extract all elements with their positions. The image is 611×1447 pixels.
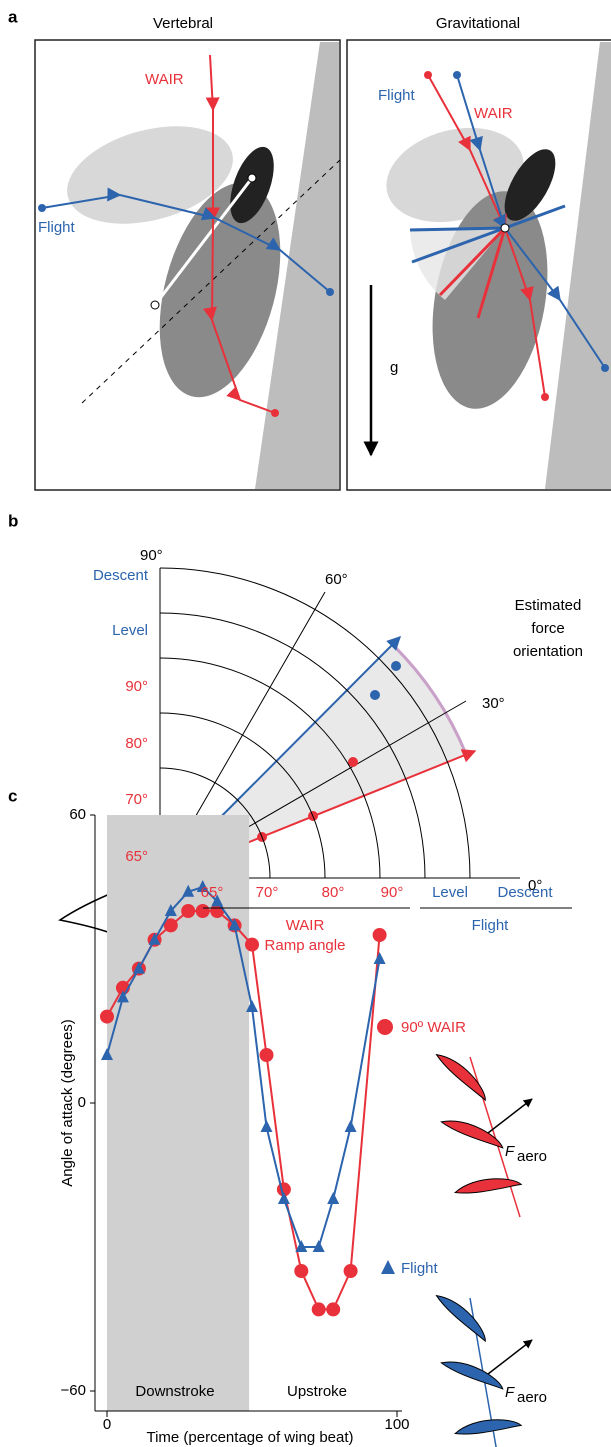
angle-label: 30° xyxy=(482,695,505,712)
marker xyxy=(245,938,259,952)
force-label: F xyxy=(505,1384,515,1401)
gravity-label: g xyxy=(390,359,398,376)
airfoil xyxy=(439,1360,506,1389)
note-line: force xyxy=(531,620,564,637)
marker xyxy=(261,1120,273,1132)
legend-marker xyxy=(381,1260,395,1274)
force-arrow xyxy=(488,1099,532,1133)
ring-label: Descent xyxy=(497,884,553,901)
angle-label: 0° xyxy=(528,877,542,894)
airfoil xyxy=(429,1052,494,1100)
ring-label: 90° xyxy=(125,678,148,695)
force-label-sub: aero xyxy=(517,1148,547,1165)
ring-label: 80° xyxy=(322,884,345,901)
panel-label: c xyxy=(8,786,17,805)
marker xyxy=(100,1010,114,1024)
ring-label: 80° xyxy=(125,735,148,752)
ring-label: 70° xyxy=(256,884,279,901)
annotation: Downstroke xyxy=(135,1383,214,1400)
panel-title: Gravitational xyxy=(436,15,520,32)
flight-label: Flight xyxy=(378,87,416,104)
marker xyxy=(373,928,387,942)
marker xyxy=(294,1264,308,1278)
y-tick-label: 0 xyxy=(78,1094,86,1111)
ring-label: 90° xyxy=(381,884,404,901)
flight-label: Flight xyxy=(472,917,510,934)
y-axis-label: Angle of attack (degrees) xyxy=(59,1019,76,1187)
page: { "panel_a": { "label": "a", "titles": [… xyxy=(0,0,611,1447)
marker xyxy=(326,1302,340,1316)
marker xyxy=(196,904,210,918)
marker xyxy=(181,904,195,918)
photo-left xyxy=(35,40,340,490)
wair-label: WAIR xyxy=(286,917,325,934)
marker xyxy=(327,1192,339,1204)
ring-label: Level xyxy=(112,622,148,639)
note-line: orientation xyxy=(513,643,583,660)
flight-label: Flight xyxy=(38,219,76,236)
y-tick-label: 60 xyxy=(69,806,86,823)
legend-marker xyxy=(377,1019,393,1035)
ring-label: 90° xyxy=(140,547,163,564)
wair-label: Ramp angle xyxy=(265,937,346,954)
marker xyxy=(312,1302,326,1316)
legend-label: Flight xyxy=(401,1260,439,1277)
force-label: F xyxy=(505,1143,515,1160)
force-arrow xyxy=(488,1340,532,1374)
chart: 60 0 −60 0 100 Time (percentage of wing beat)… xyxy=(59,806,547,1447)
x-tick-label: 100 xyxy=(384,1416,409,1433)
panel-label: a xyxy=(8,7,18,26)
marker xyxy=(374,952,386,964)
ring-label: Descent xyxy=(93,567,149,584)
marker xyxy=(345,1120,357,1132)
ring-label: 65° xyxy=(125,848,148,865)
marker xyxy=(344,1264,358,1278)
wair-label: WAIR xyxy=(474,105,513,122)
airfoil xyxy=(429,1293,494,1341)
x-tick-label: 0 xyxy=(103,1416,111,1433)
airfoil xyxy=(439,1119,506,1148)
wair-label: WAIR xyxy=(145,71,184,88)
angle-label: 60° xyxy=(325,571,348,588)
annotation: Upstroke xyxy=(287,1383,347,1400)
legend-label: 90º WAIR xyxy=(401,1019,466,1036)
x-axis-label: Time (percentage of wing beat) xyxy=(146,1429,353,1446)
y-tick-label: −60 xyxy=(61,1382,86,1399)
ring-label: Level xyxy=(432,884,468,901)
panel-label: b xyxy=(8,511,18,530)
marker xyxy=(260,1048,274,1062)
ring-label: 65° xyxy=(201,884,224,901)
ring-label: 70° xyxy=(125,791,148,808)
airfoil xyxy=(454,1408,521,1447)
figure: a Vertebral Gravitational WAIR Flight xyxy=(0,0,611,1447)
panel-title: Vertebral xyxy=(153,15,213,32)
force-label-sub: aero xyxy=(517,1389,547,1406)
note-line: Estimated xyxy=(515,597,582,614)
